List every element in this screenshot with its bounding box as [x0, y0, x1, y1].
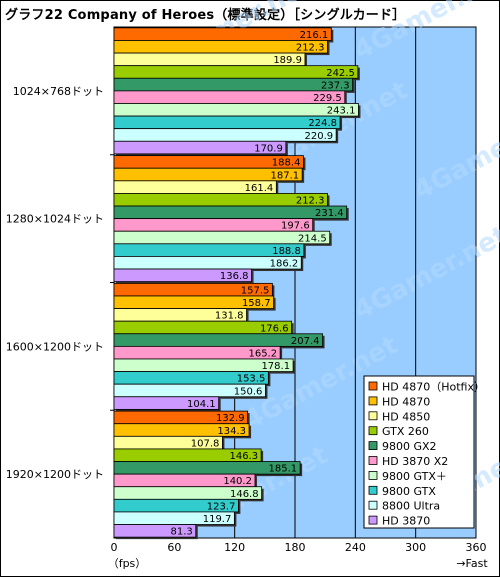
data-label: 107.8 [191, 438, 220, 449]
legend-swatch [368, 411, 378, 421]
data-label: 187.1 [270, 170, 299, 181]
data-label: 170.9 [254, 143, 283, 154]
data-label: 237.3 [321, 80, 350, 91]
data-label: 212.3 [296, 43, 325, 54]
x-tick-label: 180 [285, 541, 306, 554]
data-label: 185.1 [268, 464, 297, 475]
legend-swatch [368, 426, 378, 436]
data-label: 134.3 [217, 426, 246, 437]
legend-label: HD 3870 [382, 515, 430, 528]
legend-swatch [368, 470, 378, 480]
data-label: 189.9 [273, 55, 302, 66]
data-label: 146.3 [229, 451, 258, 462]
x-tick-label: 360 [466, 541, 487, 554]
bar [113, 128, 337, 142]
data-label: 212.3 [296, 196, 325, 207]
data-label: 146.8 [230, 489, 259, 500]
bar [113, 77, 354, 92]
data-label: 197.6 [281, 221, 310, 232]
x-axis-note: →Fast [456, 557, 488, 570]
x-tick-label: 60 [167, 541, 181, 554]
data-label: 161.4 [245, 183, 274, 194]
bar [113, 115, 341, 130]
category-label: 1600×1200ドット [6, 340, 104, 353]
legend-label: 9800 GX2 [382, 440, 437, 453]
category-label: 1920×1200ドット [6, 468, 104, 481]
bar [113, 396, 220, 410]
data-label: 242.5 [326, 68, 355, 79]
data-label: 132.9 [216, 413, 245, 424]
legend-label: 8800 Ultra [382, 500, 440, 513]
legend-swatch [368, 456, 378, 465]
category-label: 1280×1024ドット [6, 213, 104, 226]
bar [113, 524, 197, 538]
data-label: 188.8 [272, 246, 301, 257]
legend-label: 9800 GTX [382, 485, 436, 498]
legend-swatch [368, 515, 378, 525]
legend-swatch [368, 396, 378, 406]
data-label: 231.4 [315, 208, 344, 219]
data-label: 186.2 [270, 259, 299, 270]
legend-label: 9800 GTX＋ [382, 470, 447, 483]
data-label: 216.1 [300, 30, 329, 41]
legend-label: HD 4870（Hotfix） [382, 381, 485, 394]
data-label: 81.3 [170, 527, 192, 538]
bar [113, 65, 359, 79]
category-label: 1024×768ドット [13, 85, 104, 98]
legend-swatch [368, 485, 378, 495]
bar [113, 140, 287, 155]
data-label: 214.5 [298, 233, 327, 244]
bar [113, 268, 252, 283]
legend-swatch [368, 381, 378, 391]
data-label: 150.6 [234, 386, 263, 397]
data-label: 131.8 [215, 311, 244, 322]
legend-label: HD 3870 X2 [382, 455, 448, 468]
data-label: 157.5 [241, 285, 270, 296]
bar [113, 90, 346, 104]
x-tick-label: 240 [345, 541, 366, 554]
data-label: 153.5 [237, 374, 266, 385]
legend-label: HD 4850 [382, 410, 430, 423]
data-label: 165.2 [248, 348, 277, 359]
data-label: 188.4 [272, 158, 301, 169]
data-label: 178.1 [261, 361, 290, 372]
x-tick-label: 0 [111, 541, 118, 554]
data-label: 104.1 [187, 399, 216, 410]
x-tick-label: 300 [405, 541, 426, 554]
data-label: 119.7 [203, 514, 232, 525]
data-label: 229.5 [313, 93, 342, 104]
legend-swatch [368, 441, 378, 451]
legend-label: GTX 260 [382, 425, 429, 438]
x-axis-label: （fps） [108, 557, 147, 570]
legend-swatch [368, 500, 378, 510]
data-label: 176.6 [260, 323, 289, 334]
bar [113, 205, 348, 220]
data-label: 224.8 [308, 118, 337, 129]
data-label: 140.2 [223, 476, 252, 487]
data-label: 123.7 [207, 501, 236, 512]
legend-box [363, 375, 475, 529]
data-label: 158.7 [242, 298, 271, 309]
data-label: 136.8 [220, 271, 249, 282]
x-tick-label: 120 [224, 541, 245, 554]
chart-title: グラフ22 Company of Heroes（標準設定）［シングルカード］ [5, 8, 406, 23]
data-label: 220.9 [304, 131, 333, 142]
data-label: 207.4 [291, 336, 320, 347]
data-label: 243.1 [327, 106, 356, 117]
legend-label: HD 4870 [382, 395, 430, 408]
bar [113, 103, 359, 117]
